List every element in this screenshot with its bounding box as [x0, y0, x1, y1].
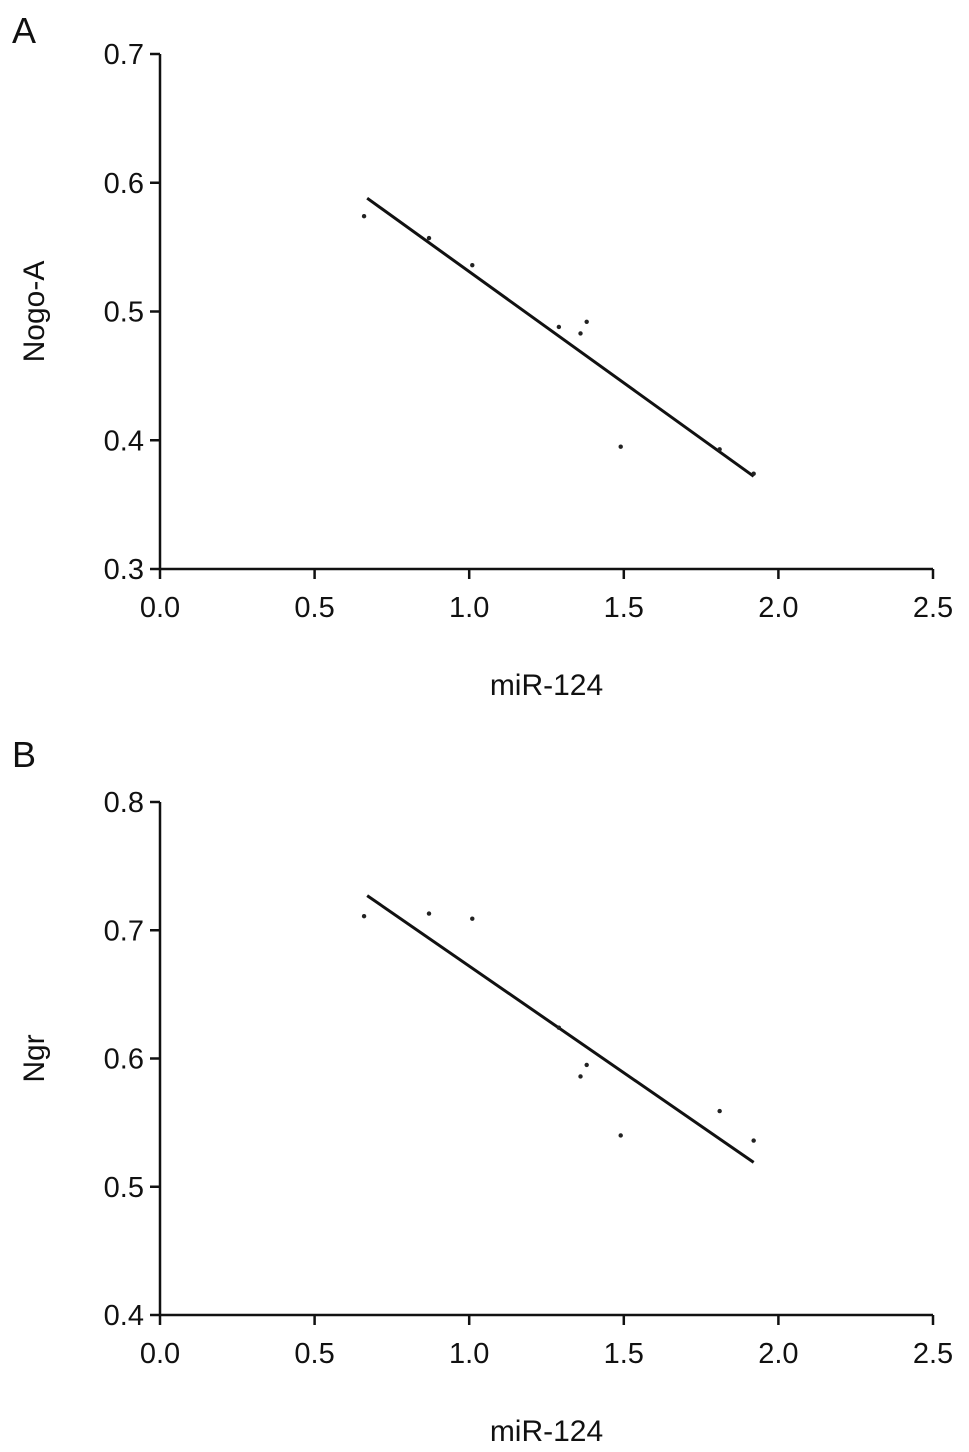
- panel-label: B: [12, 734, 37, 775]
- data-point: [578, 331, 583, 336]
- y-tick-label: 0.7: [104, 39, 144, 71]
- data-point: [578, 1074, 583, 1079]
- y-tick-label: 0.3: [104, 554, 144, 586]
- panel-b: B 0.0 0.5 1.0 1.5 2.0 2.5 0.4 0.5 0.6 0.7 0.8 miR-1…: [0, 726, 969, 1452]
- chart-ngr: 0.0 0.5 1.0 1.5 2.0 2.5 0.4 0.5 0.6 0.7 0.8 miR-124…: [18, 787, 953, 1448]
- x-axis-title: miR-124: [490, 669, 603, 702]
- x-tick-label: 2.0: [758, 592, 798, 624]
- data-point: [584, 1062, 589, 1068]
- regression-line: [366, 196, 755, 478]
- y-tick-label: 0.5: [104, 1172, 144, 1204]
- y-tick-label: 0.6: [104, 168, 144, 200]
- y-tick-label: 0.4: [104, 425, 144, 457]
- data-point: [361, 913, 367, 919]
- x-tick-label: 0.0: [140, 1338, 180, 1370]
- data-point: [618, 1133, 623, 1138]
- data-point: [717, 447, 722, 452]
- data-point: [470, 916, 475, 921]
- x-tick-label: 2.5: [913, 592, 953, 624]
- y-tick-label: 0.5: [104, 297, 144, 329]
- x-tick-label: 2.0: [758, 1338, 798, 1370]
- x-tick-label: 0.0: [140, 592, 180, 624]
- panel-label: A: [12, 10, 37, 51]
- data-point: [584, 319, 589, 324]
- data-point: [426, 911, 432, 916]
- x-tick-label: 1.0: [449, 592, 489, 624]
- data-point: [556, 1025, 562, 1030]
- data-point: [717, 1108, 722, 1114]
- data-point: [426, 235, 432, 241]
- y-tick-label: 0.4: [104, 1300, 144, 1332]
- y-tick-label: 0.8: [104, 787, 144, 819]
- data-point: [556, 324, 562, 330]
- y-tick-label: 0.7: [104, 915, 144, 947]
- data-point: [361, 214, 367, 219]
- x-tick-label: 0.5: [294, 1338, 334, 1370]
- data-point: [470, 262, 475, 268]
- x-tick-label: 2.5: [913, 1338, 953, 1370]
- y-axis-title: Nogo-A: [18, 261, 51, 363]
- data-point: [618, 444, 623, 449]
- x-tick-label: 1.5: [604, 592, 644, 624]
- data-point: [751, 471, 756, 476]
- x-tick-label: 1.5: [604, 1338, 644, 1370]
- x-tick-label: 0.5: [294, 592, 334, 624]
- x-tick-label: 1.0: [449, 1338, 489, 1370]
- data-point: [751, 1138, 756, 1143]
- x-axis-title: miR-124: [490, 1415, 603, 1448]
- y-tick-label: 0.6: [104, 1044, 144, 1076]
- chart-nogo-a: 0.0 0.5 1.0 1.5 2.0 2.5 0.3 0.4 0.5 0.6 0.7 miR-124…: [18, 39, 953, 702]
- panel-a: A 0.0 0.5 1.0 1.5 2.0 2.5 0.3 0.4 0.5 0.6 0.7 miR-1…: [0, 0, 969, 720]
- y-axis-title: Ngr: [18, 1034, 51, 1082]
